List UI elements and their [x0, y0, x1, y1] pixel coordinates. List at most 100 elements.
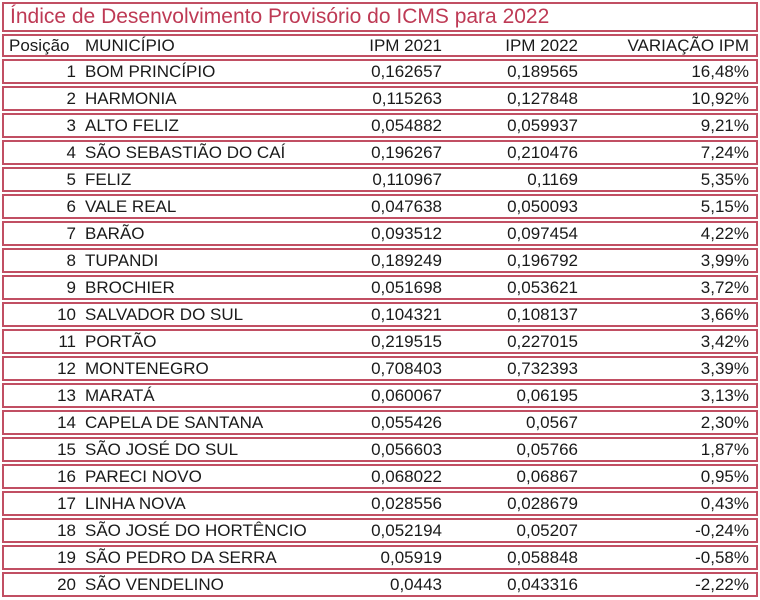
cell-variacao-ipm: 3,66%: [700, 304, 749, 324]
cell-variacao-ipm: 5,35%: [700, 169, 749, 189]
cell-ipm-2021: 0,162657: [371, 61, 442, 81]
cell-municipio: ALTO FELIZ: [85, 115, 179, 135]
cell-ipm-2021: 0,060067: [371, 385, 442, 405]
cell-municipio: MARATÁ: [85, 385, 155, 405]
cell-ipm-2021: 0,047638: [371, 196, 442, 216]
cell-posicao: 9: [66, 277, 76, 297]
cell-posicao: 6: [66, 196, 76, 216]
cell-variacao-ipm: -0,24%: [695, 520, 749, 540]
cell-posicao: 1: [66, 61, 76, 81]
cell-ipm-2022: 0,050093: [507, 196, 578, 216]
cell-ipm-2021: 0,068022: [371, 466, 442, 486]
cell-variacao-ipm: 3,42%: [700, 331, 749, 351]
table-row: 18 SÃO JOSÉ DO HORTÊNCIO 0,052194 0,0520…: [2, 518, 758, 543]
cell-municipio: VALE REAL: [85, 196, 177, 216]
table-row: 20 SÃO VENDELINO 0,0443 0,043316 -2,22%: [2, 572, 758, 597]
col-header-municipio: MUNICÍPIO: [85, 35, 175, 55]
cell-variacao-ipm: 4,22%: [700, 223, 749, 243]
cell-municipio: SÃO JOSÉ DO HORTÊNCIO: [85, 520, 307, 540]
cell-municipio: MONTENEGRO: [85, 358, 209, 378]
cell-variacao-ipm: 3,72%: [700, 277, 749, 297]
cell-variacao-ipm: 5,15%: [700, 196, 749, 216]
table-row: 14 CAPELA DE SANTANA 0,055426 0,0567 2,3…: [2, 410, 758, 435]
table-row: 2 HARMONIA 0,115263 0,127848 10,92%: [2, 86, 758, 111]
cell-posicao: 4: [66, 142, 76, 162]
cell-posicao: 19: [57, 547, 76, 567]
col-header-variacao-ipm: VARIAÇÃO IPM: [627, 35, 749, 55]
cell-ipm-2021: 0,196267: [371, 142, 442, 162]
cell-variacao-ipm: 3,39%: [700, 358, 749, 378]
cell-municipio: SÃO JOSÉ DO SUL: [85, 439, 239, 459]
cell-posicao: 20: [57, 574, 76, 594]
cell-variacao-ipm: -0,58%: [695, 547, 749, 567]
cell-posicao: 17: [57, 493, 76, 513]
table-row: 16 PARECI NOVO 0,068022 0,06867 0,95%: [2, 464, 758, 489]
cell-ipm-2022: 0,028679: [507, 493, 578, 513]
cell-variacao-ipm: 0,43%: [700, 493, 749, 513]
cell-ipm-2021: 0,104321: [371, 304, 442, 324]
table-header-row: Posição MUNICÍPIO IPM 2021 IPM 2022 VARI…: [2, 34, 758, 57]
cell-ipm-2022: 0,1169: [527, 169, 578, 189]
table-row: 9 BROCHIER 0,051698 0,053621 3,72%: [2, 275, 758, 300]
cell-posicao: 14: [57, 412, 76, 432]
cell-ipm-2021: 0,115263: [372, 88, 442, 108]
table-row: 10 SALVADOR DO SUL 0,104321 0,108137 3,6…: [2, 302, 758, 327]
cell-ipm-2022: 0,210476: [507, 142, 578, 162]
cell-ipm-2021: 0,052194: [371, 520, 442, 540]
table-row: 4 SÃO SEBASTIÃO DO CAÍ 0,196267 0,210476…: [2, 140, 758, 165]
cell-variacao-ipm: 7,24%: [700, 142, 749, 162]
cell-variacao-ipm: -2,22%: [695, 574, 749, 594]
table-row: 19 SÃO PEDRO DA SERRA 0,05919 0,058848 -…: [2, 545, 758, 570]
cell-ipm-2021: 0,189249: [371, 250, 442, 270]
cell-ipm-2022: 0,05207: [516, 520, 578, 540]
cell-ipm-2021: 0,05919: [380, 547, 442, 567]
cell-variacao-ipm: 10,92%: [691, 88, 749, 108]
cell-ipm-2022: 0,227015: [507, 331, 578, 351]
col-header-ipm-2022: IPM 2022: [505, 35, 578, 55]
cell-ipm-2021: 0,055426: [371, 412, 442, 432]
cell-municipio: BROCHIER: [85, 277, 175, 297]
table-title: Índice de Desenvolvimento Provisório do …: [2, 2, 758, 32]
cell-posicao: 12: [57, 358, 76, 378]
table-row: 7 BARÃO 0,093512 0,097454 4,22%: [2, 221, 758, 246]
cell-posicao: 16: [57, 466, 76, 486]
cell-ipm-2021: 0,051698: [371, 277, 442, 297]
cell-posicao: 10: [57, 304, 76, 324]
cell-ipm-2021: 0,054882: [371, 115, 442, 135]
cell-variacao-ipm: 2,30%: [700, 412, 749, 432]
cell-municipio: PARECI NOVO: [85, 466, 202, 486]
cell-ipm-2022: 0,196792: [507, 250, 578, 270]
cell-ipm-2022: 0,053621: [507, 277, 578, 297]
cell-ipm-2021: 0,093512: [371, 223, 442, 243]
cell-ipm-2021: 0,028556: [371, 493, 442, 513]
cell-ipm-2022: 0,732393: [507, 358, 578, 378]
table-row: 8 TUPANDI 0,189249 0,196792 3,99%: [2, 248, 758, 273]
cell-posicao: 5: [66, 169, 76, 189]
cell-variacao-ipm: 3,99%: [700, 250, 749, 270]
cell-municipio: FELIZ: [85, 169, 132, 189]
cell-variacao-ipm: 1,87%: [700, 439, 749, 459]
table-row: 17 LINHA NOVA 0,028556 0,028679 0,43%: [2, 491, 758, 516]
cell-variacao-ipm: 16,48%: [691, 61, 749, 81]
cell-ipm-2022: 0,043316: [507, 574, 578, 594]
col-header-ipm-2021: IPM 2021: [369, 35, 442, 55]
cell-ipm-2022: 0,189565: [507, 61, 578, 81]
cell-municipio: CAPELA DE SANTANA: [85, 412, 264, 432]
cell-ipm-2021: 0,0443: [390, 574, 442, 594]
cell-ipm-2022: 0,06867: [516, 466, 578, 486]
cell-municipio: HARMONIA: [85, 88, 177, 108]
col-header-posicao: Posição: [9, 35, 70, 55]
cell-ipm-2021: 0,708403: [371, 358, 442, 378]
cell-posicao: 11: [58, 331, 76, 351]
table-row: 5 FELIZ 0,110967 0,1169 5,35%: [2, 167, 758, 192]
cell-municipio: TUPANDI: [85, 250, 159, 270]
cell-ipm-2022: 0,127848: [507, 88, 578, 108]
cell-ipm-2022: 0,059937: [507, 115, 578, 135]
cell-ipm-2022: 0,0567: [526, 412, 578, 432]
table-row: 13 MARATÁ 0,060067 0,06195 3,13%: [2, 383, 758, 408]
table-row: 3 ALTO FELIZ 0,054882 0,059937 9,21%: [2, 113, 758, 138]
cell-municipio: SALVADOR DO SUL: [85, 304, 244, 324]
table-row: 1 BOM PRINCÍPIO 0,162657 0,189565 16,48%: [2, 59, 758, 84]
cell-municipio: SÃO VENDELINO: [85, 574, 224, 594]
